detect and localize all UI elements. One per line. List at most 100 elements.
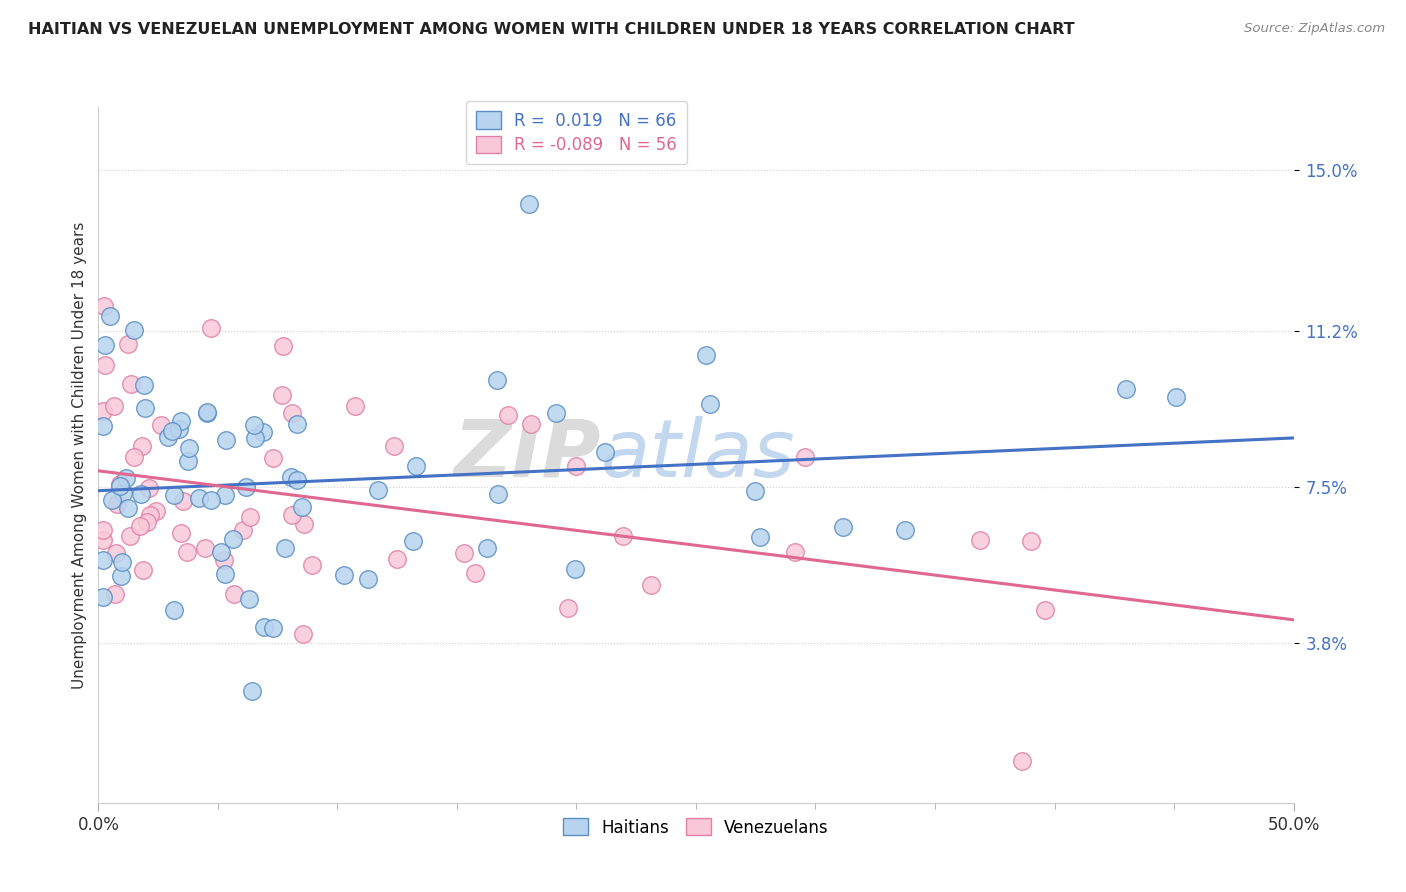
Point xyxy=(117,501,139,516)
Point xyxy=(243,417,266,432)
Point xyxy=(215,434,238,448)
Point xyxy=(292,516,315,531)
Point xyxy=(463,566,485,580)
Point xyxy=(546,406,568,420)
Point xyxy=(132,563,155,577)
Point xyxy=(1035,602,1057,616)
Point xyxy=(163,488,186,502)
Point xyxy=(565,458,588,473)
Point xyxy=(214,567,236,582)
Point xyxy=(214,488,236,502)
Point xyxy=(285,417,308,431)
Point xyxy=(129,487,152,501)
Point xyxy=(212,553,235,567)
Point xyxy=(131,439,153,453)
Point xyxy=(195,405,218,419)
Point xyxy=(104,587,127,601)
Point xyxy=(271,388,294,402)
Text: HAITIAN VS VENEZUELAN UNEMPLOYMENT AMONG WOMEN WITH CHILDREN UNDER 18 YEARS CORR: HAITIAN VS VENEZUELAN UNEMPLOYMENT AMONG… xyxy=(28,22,1074,37)
Point xyxy=(486,373,509,387)
Point xyxy=(177,454,200,468)
Point xyxy=(110,569,132,583)
Point xyxy=(176,545,198,559)
Point xyxy=(402,534,425,549)
Point xyxy=(138,508,160,522)
Point xyxy=(120,377,142,392)
Point xyxy=(91,523,114,537)
Point xyxy=(612,529,634,543)
Point xyxy=(475,541,498,555)
Point xyxy=(343,399,366,413)
Point xyxy=(593,444,616,458)
Point xyxy=(281,406,304,420)
Point xyxy=(91,533,114,548)
Point xyxy=(969,533,991,548)
Point xyxy=(104,546,127,560)
Point xyxy=(385,551,408,566)
Point xyxy=(280,470,302,484)
Point xyxy=(160,424,183,438)
Point xyxy=(699,397,721,411)
Point xyxy=(187,491,209,506)
Point xyxy=(91,590,114,604)
Point xyxy=(163,603,186,617)
Point xyxy=(453,545,475,559)
Point xyxy=(1019,533,1042,548)
Point xyxy=(240,683,263,698)
Point xyxy=(103,399,125,413)
Point xyxy=(138,481,160,495)
Point xyxy=(243,431,266,445)
Point xyxy=(1115,382,1137,396)
Point xyxy=(136,515,159,529)
Point xyxy=(94,338,117,352)
Point xyxy=(486,487,509,501)
Point xyxy=(517,197,540,211)
Point xyxy=(367,483,389,497)
Point xyxy=(91,553,114,567)
Point xyxy=(91,403,114,417)
Point xyxy=(129,519,152,533)
Point xyxy=(271,339,294,353)
Point xyxy=(111,486,134,500)
Point xyxy=(564,562,586,576)
Point xyxy=(177,442,200,456)
Point xyxy=(122,322,145,336)
Point xyxy=(117,336,139,351)
Point xyxy=(292,627,315,641)
Point xyxy=(194,541,217,555)
Point xyxy=(200,321,222,335)
Y-axis label: Unemployment Among Women with Children Under 18 years: Unemployment Among Women with Children U… xyxy=(72,221,87,689)
Point xyxy=(172,494,194,508)
Point xyxy=(333,568,356,582)
Point xyxy=(222,533,245,547)
Point xyxy=(238,592,260,607)
Point xyxy=(111,555,134,569)
Point xyxy=(262,450,284,465)
Point xyxy=(695,348,717,362)
Point xyxy=(357,572,380,586)
Point xyxy=(118,529,141,543)
Text: ZIP: ZIP xyxy=(453,416,600,494)
Point xyxy=(1164,391,1187,405)
Point xyxy=(132,377,155,392)
Point xyxy=(274,541,297,556)
Point xyxy=(744,483,766,498)
Point xyxy=(169,422,191,436)
Point xyxy=(291,500,314,514)
Point xyxy=(134,401,156,415)
Point xyxy=(100,309,122,323)
Point xyxy=(894,523,917,537)
Point xyxy=(301,558,323,572)
Legend: Haitians, Venezuelans: Haitians, Venezuelans xyxy=(557,812,835,843)
Point xyxy=(101,492,124,507)
Point xyxy=(382,439,405,453)
Point xyxy=(832,520,855,534)
Point xyxy=(145,504,167,518)
Point xyxy=(405,458,427,473)
Point xyxy=(150,417,173,432)
Text: Source: ZipAtlas.com: Source: ZipAtlas.com xyxy=(1244,22,1385,36)
Point xyxy=(520,417,543,431)
Point xyxy=(1011,754,1033,768)
Point xyxy=(170,526,193,541)
Point xyxy=(93,299,115,313)
